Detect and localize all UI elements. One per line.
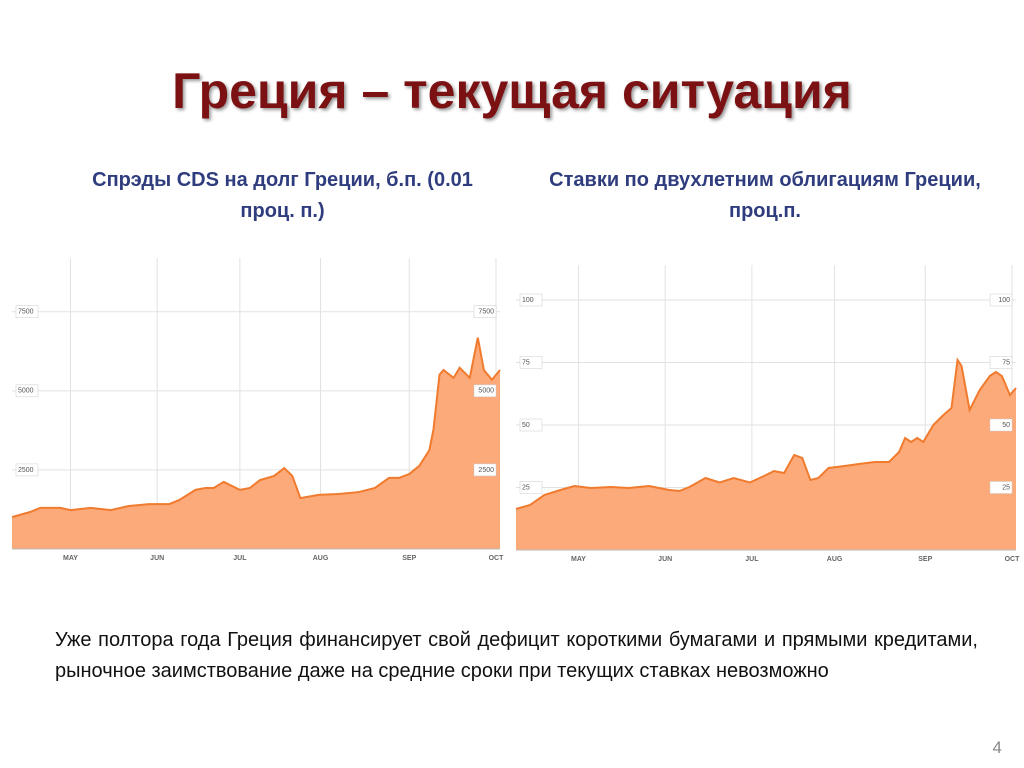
y-tick-label: 2500 bbox=[478, 467, 494, 474]
x-tick-label: AUG bbox=[313, 555, 329, 562]
y-tick-label: 50 bbox=[1002, 422, 1010, 429]
line bbox=[515, 357, 1017, 510]
chart-title: Спрэды CDS на долг Греции, б.п. (0.01 пр… bbox=[92, 169, 473, 222]
y-tick-label: 25 bbox=[522, 484, 530, 491]
area bbox=[12, 337, 500, 549]
x-tick-label: MAY bbox=[571, 556, 586, 563]
y-tick-label: 100 bbox=[522, 297, 534, 304]
x-tick-label: JUN bbox=[150, 555, 164, 562]
y-tick-label: 100 bbox=[998, 297, 1010, 304]
y-tick-box bbox=[989, 418, 1013, 432]
x-tick-label: SEP bbox=[402, 555, 416, 562]
y-tick-label: 50 bbox=[522, 422, 530, 429]
y-tick-box bbox=[15, 305, 39, 319]
y-tick-box bbox=[989, 356, 1013, 369]
y-tick-box bbox=[15, 463, 39, 477]
x-tick-label: AUG bbox=[827, 556, 843, 563]
y-tick-label: 5000 bbox=[478, 388, 494, 395]
y-tick-label: 75 bbox=[1002, 359, 1010, 366]
y-tick-label: 7500 bbox=[478, 309, 494, 316]
x-tick-label: JUL bbox=[233, 555, 247, 562]
y-tick-box bbox=[15, 384, 39, 398]
page-number: 4 bbox=[992, 738, 1002, 757]
y-tick-box bbox=[519, 481, 543, 494]
area bbox=[516, 360, 1016, 550]
x-tick-label: OCT bbox=[1005, 556, 1021, 563]
charts: MAY JUN JUL AUG SEP OCT 2500 2500 5000 5000 7500 75… bbox=[11, 258, 1021, 563]
y-tick-box bbox=[989, 293, 1013, 307]
y-tick-label: 75 bbox=[522, 359, 530, 366]
y-tick-label: 5000 bbox=[18, 388, 34, 395]
y-tick-box bbox=[473, 384, 497, 398]
x-tick-label: JUL bbox=[745, 556, 759, 563]
y-tick-box bbox=[519, 418, 543, 432]
x-tick-label: SEP bbox=[918, 556, 932, 563]
x-tick-label: JUN bbox=[658, 556, 672, 563]
y-tick-box bbox=[519, 293, 543, 307]
body-text: Уже полтора года Греция финансирует свой… bbox=[55, 629, 978, 682]
y-tick-box bbox=[473, 305, 497, 319]
x-tick-label: MAY bbox=[63, 555, 78, 562]
x-tick-label: OCT bbox=[489, 555, 505, 562]
y-tick-label: 7500 bbox=[18, 309, 34, 316]
chart-title: Ставки по двухлетним облигациям Греции, … bbox=[549, 169, 981, 222]
line bbox=[11, 337, 501, 519]
y-tick-label: 2500 bbox=[18, 467, 34, 474]
y-tick-label: 25 bbox=[1002, 484, 1010, 491]
slide-title: Греция – текущая ситуация bbox=[172, 63, 852, 119]
y-tick-box bbox=[989, 481, 1013, 494]
y-tick-box bbox=[519, 356, 543, 369]
y-tick-box bbox=[473, 463, 497, 477]
